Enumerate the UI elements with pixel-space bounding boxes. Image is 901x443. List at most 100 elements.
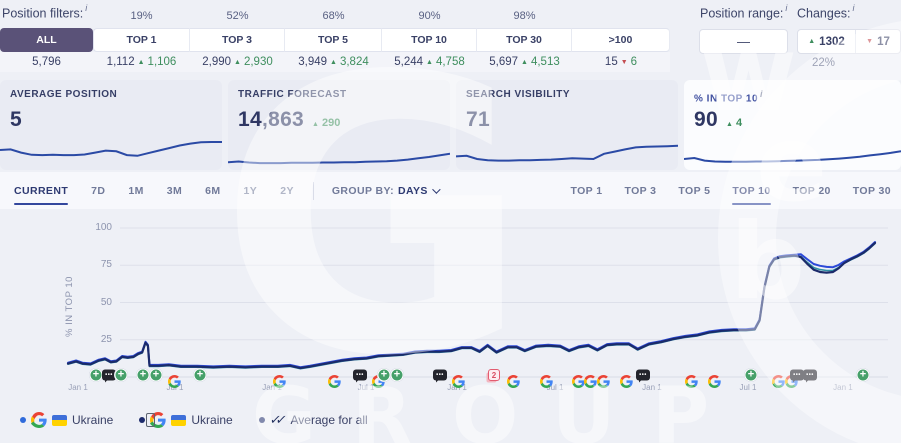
filter-tab-top-30[interactable]: TOP 30	[477, 28, 572, 52]
info-icon[interactable]: i	[785, 3, 788, 13]
plus-event-icon[interactable]: +	[744, 368, 758, 382]
position-range-input[interactable]: —	[699, 29, 788, 54]
y-tick-label: 100	[95, 222, 112, 233]
note-event-icon[interactable]: •••	[353, 369, 367, 381]
x-tick-label: Jul 1	[357, 383, 375, 392]
range-tab-current[interactable]: CURRENT	[14, 175, 69, 207]
plus-event-icon[interactable]: +	[89, 368, 103, 382]
metric-card-average-position[interactable]: AVERAGE POSITION 5	[0, 80, 222, 170]
plus-event-icon[interactable]: +	[390, 368, 404, 382]
card-value: 5	[10, 108, 22, 131]
range-tab-3m[interactable]: 3M	[166, 184, 183, 197]
top-tab-top-3[interactable]: TOP 3	[624, 184, 657, 197]
plus-event-icon[interactable]: +	[136, 368, 150, 382]
google-icon	[31, 412, 47, 428]
metric-card-search-visibility[interactable]: SEARCH VISIBILITY 71	[456, 80, 678, 170]
x-tick-label: Jan 1	[262, 383, 282, 392]
double-check-icon: ✓✓	[268, 412, 284, 427]
position-range-label: Position range: i	[700, 3, 788, 21]
filter-tab-all[interactable]: ALL	[0, 28, 93, 52]
legend-dot-icon	[20, 417, 26, 423]
card-value: 90	[694, 108, 718, 131]
top-tab-top-1[interactable]: TOP 1	[570, 184, 603, 197]
up-arrow-icon: ▲	[234, 58, 241, 66]
plus-event-icon[interactable]: +	[149, 368, 163, 382]
info-icon[interactable]: i	[852, 3, 855, 13]
up-arrow-icon: ▲	[725, 121, 733, 128]
card-delta: ▲ 4	[725, 117, 743, 129]
info-icon[interactable]: i	[85, 3, 88, 13]
legend-label: Ukraine	[191, 413, 233, 427]
filter-stat: 3,949 ▲ 3,824	[285, 52, 382, 72]
card-title: SEARCH VISIBILITY	[466, 89, 571, 100]
filter-tab-top-3[interactable]: TOP 3	[190, 28, 285, 52]
card-sparkline	[228, 132, 450, 168]
filter-percent	[572, 8, 670, 28]
toolbar-divider	[312, 181, 314, 200]
legend-item[interactable]: Ukraine	[20, 412, 113, 428]
chart-legend: Ukraine Ukraine ✓✓ Average for all	[20, 412, 368, 428]
legend-item[interactable]: ✓✓ Average for all	[258, 412, 368, 428]
x-tick-label: Jul 1	[546, 383, 564, 392]
filter-tab-top-10[interactable]: TOP 10	[382, 28, 477, 52]
chart-toolbar: CURRENT 7D 1M 3M 6M 1Y 2Y GROUP BY: DAYS TOP 1…	[0, 172, 901, 209]
google-mobile-icon	[146, 412, 167, 428]
flag-ukraine-icon	[52, 414, 67, 426]
note-event-icon[interactable]: •••	[102, 369, 116, 381]
y-tick-label: 50	[100, 296, 112, 308]
down-arrow-icon: ▼	[620, 58, 628, 66]
changes-up-button[interactable]: ▲ 1302	[798, 30, 856, 53]
filter-tab->100[interactable]: >100	[572, 28, 670, 52]
card-title: % IN TOP 10 i	[694, 89, 764, 105]
top-tab-top-30[interactable]: TOP 30	[852, 184, 891, 197]
top-tab-top-5[interactable]: TOP 5	[678, 184, 711, 197]
plus-event-icon[interactable]: +	[114, 368, 128, 382]
card-value: 14,863	[238, 108, 305, 131]
y-tick-label: 25	[100, 333, 112, 345]
update-event-icon[interactable]: 2	[488, 369, 500, 381]
flag-ukraine-icon	[171, 414, 187, 426]
plus-event-icon[interactable]: +	[377, 368, 391, 382]
x-tick-label: Jul 1	[739, 383, 757, 392]
top-tab-top-20[interactable]: TOP 20	[792, 184, 831, 197]
x-tick-label: Jan 1	[642, 383, 662, 392]
range-tab-1y[interactable]: 1Y	[243, 184, 258, 197]
y-tick-label: 75	[100, 259, 112, 271]
group-by-select[interactable]: DAYS	[398, 185, 441, 197]
range-tab-1m[interactable]: 1M	[128, 184, 144, 197]
card-delta: ▲ 290	[312, 117, 341, 129]
filter-stat: 15 ▼ 6	[572, 52, 670, 72]
up-arrow-icon: ▲	[426, 58, 433, 66]
up-arrow-icon: ▲	[137, 58, 145, 66]
metric-card-in-top-10[interactable]: % IN TOP 10 i 90 ▲ 4	[684, 80, 901, 170]
filter-tab-top-5[interactable]: TOP 5	[285, 28, 382, 52]
top-tab-top-10[interactable]: TOP 10	[732, 175, 771, 207]
range-tab-7d[interactable]: 7D	[91, 184, 106, 197]
plus-event-icon[interactable]: +	[856, 368, 870, 382]
metric-card-traffic-forecast[interactable]: TRAFFIC FORECAST 14,863 ▲ 290	[228, 80, 450, 170]
note-event-icon[interactable]: •••	[433, 369, 447, 381]
range-tab-2y[interactable]: 2Y	[280, 184, 294, 197]
note-event-icon[interactable]: •••	[636, 369, 650, 381]
chart-canvas	[66, 227, 888, 378]
card-title: AVERAGE POSITION	[10, 89, 118, 100]
filter-stat: 5,244 ▲ 4,758	[382, 52, 477, 72]
filter-tab-top-1[interactable]: TOP 1	[93, 28, 190, 52]
position-filters-section: Position filters: i ALL 5,796 19% TOP 1 1,112…	[0, 0, 901, 76]
note-event-icon[interactable]: •••	[790, 369, 804, 381]
filter-stat: 5,697 ▲ 4,513	[477, 52, 572, 72]
changes-down-button[interactable]: ▼ 17	[866, 35, 890, 48]
legend-dot-icon	[139, 417, 146, 423]
card-sparkline	[456, 132, 678, 168]
range-tab-6m[interactable]: 6M	[205, 184, 221, 197]
plus-event-icon[interactable]: +	[193, 368, 207, 382]
legend-item[interactable]: Ukraine	[139, 412, 233, 428]
x-tick-label: Jan 1	[833, 383, 853, 392]
up-arrow-icon: ▲	[330, 58, 337, 66]
note-event-icon[interactable]: •••	[803, 369, 817, 381]
legend-label: Average for all	[290, 413, 368, 427]
position-filters-label: Position filters: i	[2, 3, 88, 21]
legend-label: Ukraine	[72, 413, 114, 427]
info-icon[interactable]: i	[760, 89, 764, 99]
